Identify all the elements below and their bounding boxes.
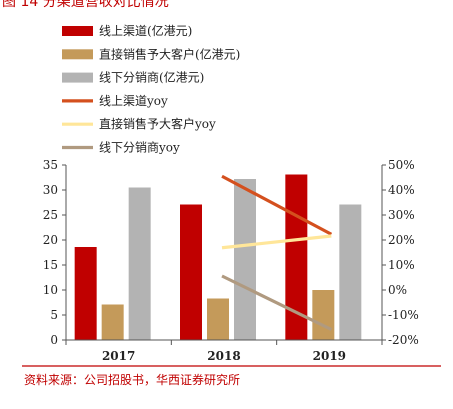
bar-2019-series-3 [339,204,362,340]
bar-2017-series-2 [101,304,124,340]
left-tick-label: 15 [43,258,58,272]
x-tick-label-2019: 2019 [313,349,346,363]
legend-swatch-bar-1 [62,26,93,36]
right-tick-label: 40% [388,183,415,197]
left-tick-label: 0 [50,333,58,347]
bar-2018-series-1 [180,204,202,340]
bar-2019-series-1 [285,174,308,340]
bar-2018-series-2 [207,298,229,340]
x-tick-label-2017: 2017 [102,349,135,363]
bar-group [74,174,362,340]
right-tick-label: -10% [388,308,419,322]
line-series-1 [221,174,333,236]
legend-label-bar-3: 线下分销商(亿港元) [99,70,204,85]
bar-2018-series-3 [234,179,256,340]
right-tick-label: 30% [388,208,415,222]
left-tick-label: 35 [43,158,58,172]
right-tick-label: 10% [388,258,415,272]
bar-2017-series-1 [74,247,97,340]
right-tick-label: -20% [388,333,419,347]
bar-2017-series-3 [128,187,151,340]
legend-label-line-3: 线下分销商yoy [99,140,180,155]
source-note: 资料来源：公司招股书，华西证券研究所 [24,373,241,387]
x-tick-label-2018: 2018 [207,349,240,363]
left-tick-label: 30 [43,183,58,197]
right-tick-label: 50% [388,158,415,172]
chart-legend: 线上渠道(亿港元) 直接销售予大客户(亿港元) 线下分销商(亿港元) 线上渠道yoy 直… [62,23,240,155]
line-series-3 [221,274,333,331]
axes: 0 5 10 15 20 25 30 35 -20% -10% 0% 10% 20% 30% 40% 50% 2… [22,158,441,367]
chart-title: 图 14 分渠道营收对比情况 [2,0,169,10]
legend-label-bar-2: 直接销售予大客户(亿港元) [99,46,240,61]
legend-label-line-2: 直接销售予大客户yoy [99,116,216,131]
left-tick-label: 25 [43,208,58,222]
right-tick-label: 0% [388,283,407,297]
left-tick-label: 5 [50,308,58,322]
legend-label-bar-1: 线上渠道(亿港元) [99,23,192,38]
right-tick-label: 20% [388,233,415,247]
legend-swatch-bar-3 [62,72,93,83]
left-tick-label: 10 [43,283,58,297]
bar-2019-series-2 [312,290,335,340]
legend-label-line-1: 线上渠道yoy [99,94,168,108]
line-group [221,174,333,331]
left-tick-label: 20 [43,233,58,247]
legend-swatch-bar-2 [62,49,93,60]
line-series-2 [221,234,332,250]
